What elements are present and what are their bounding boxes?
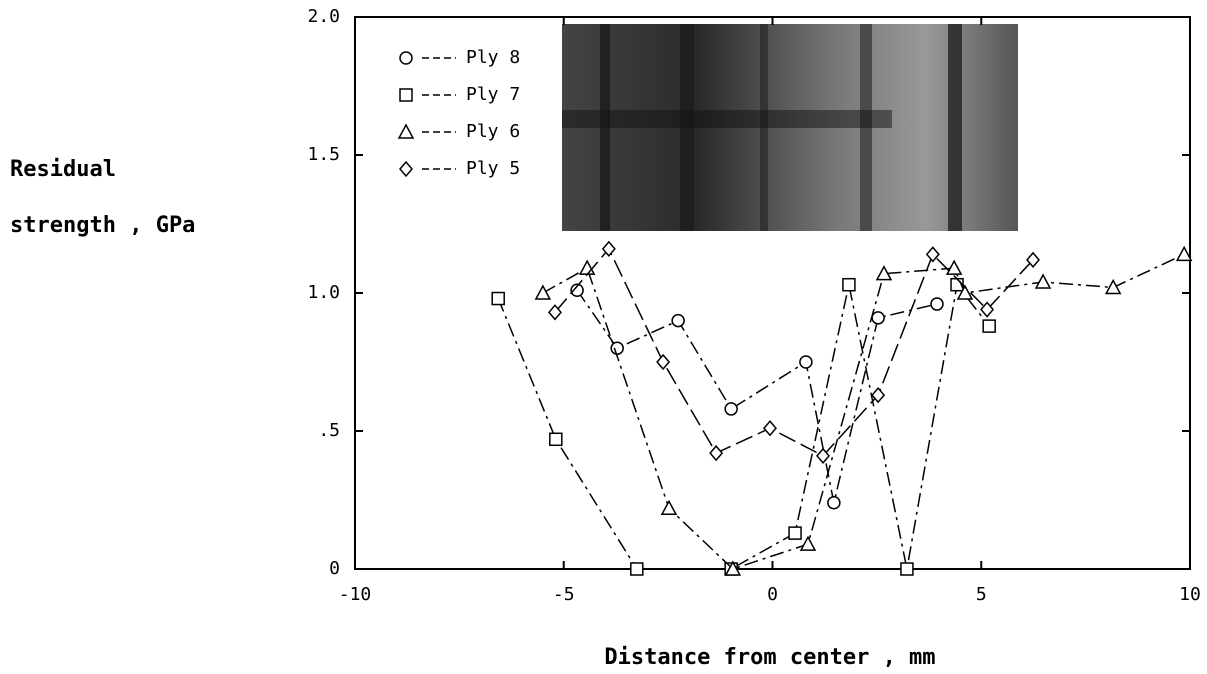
y-tick-label: 1.0 — [307, 282, 340, 303]
data-point — [610, 341, 624, 355]
data-point — [1104, 278, 1122, 295]
data-point — [656, 353, 671, 371]
data-point — [549, 432, 563, 447]
data-point — [871, 311, 885, 325]
data-point — [547, 304, 562, 321]
data-point — [875, 265, 893, 281]
series-line — [576, 289, 938, 503]
data-point — [763, 420, 777, 437]
legend-marker — [399, 51, 413, 65]
x-tick-label: 0 — [767, 584, 778, 605]
data-point — [570, 283, 584, 297]
data-point — [1034, 273, 1052, 289]
data-point — [842, 277, 856, 292]
y-tick-label: 1.5 — [307, 144, 340, 165]
legend-label: Ply 8 — [466, 47, 520, 68]
data-point — [724, 560, 742, 576]
data-point — [956, 284, 974, 300]
legend-marker — [399, 160, 413, 178]
data-point — [709, 444, 724, 462]
data-point — [871, 386, 886, 404]
data-point — [930, 297, 944, 311]
y-tick-label: 2.0 — [307, 6, 340, 27]
data-point — [660, 499, 678, 516]
data-point — [1026, 251, 1041, 269]
y-tick-label: .5 — [318, 420, 340, 441]
data-point — [534, 284, 552, 300]
data-point — [799, 355, 813, 369]
x-axis-label: Distance from center , mm — [604, 645, 935, 670]
data-point — [601, 240, 616, 257]
series-line — [497, 282, 990, 570]
data-point — [724, 402, 738, 416]
series-line — [542, 253, 1185, 570]
data-point — [980, 301, 995, 318]
data-point — [982, 319, 996, 333]
data-point — [788, 526, 802, 540]
data-point — [816, 447, 831, 464]
data-point — [630, 562, 644, 576]
y-axis-label: Residual — [10, 157, 116, 182]
data-point — [900, 562, 914, 576]
x-tick-label: 5 — [976, 584, 987, 605]
x-tick-label: -10 — [339, 584, 372, 605]
y-tick-label: 0 — [329, 558, 340, 579]
y-axis-label: strength , GPa — [10, 213, 195, 238]
legend-label: Ply 5 — [466, 158, 520, 179]
data-point — [799, 535, 817, 551]
data-point — [491, 291, 505, 306]
data-point — [671, 313, 685, 328]
data-point — [1175, 245, 1193, 262]
photo-inset — [562, 24, 1018, 231]
x-tick-label: -5 — [553, 584, 575, 605]
legend-label: Ply 6 — [466, 121, 520, 142]
data-point — [827, 496, 841, 510]
data-point — [925, 246, 940, 263]
legend-marker — [399, 88, 413, 102]
legend-marker — [397, 123, 415, 139]
legend-label: Ply 7 — [466, 84, 520, 105]
series-line — [554, 247, 1034, 457]
data-point — [945, 259, 963, 275]
x-tick-label: 10 — [1179, 584, 1201, 605]
